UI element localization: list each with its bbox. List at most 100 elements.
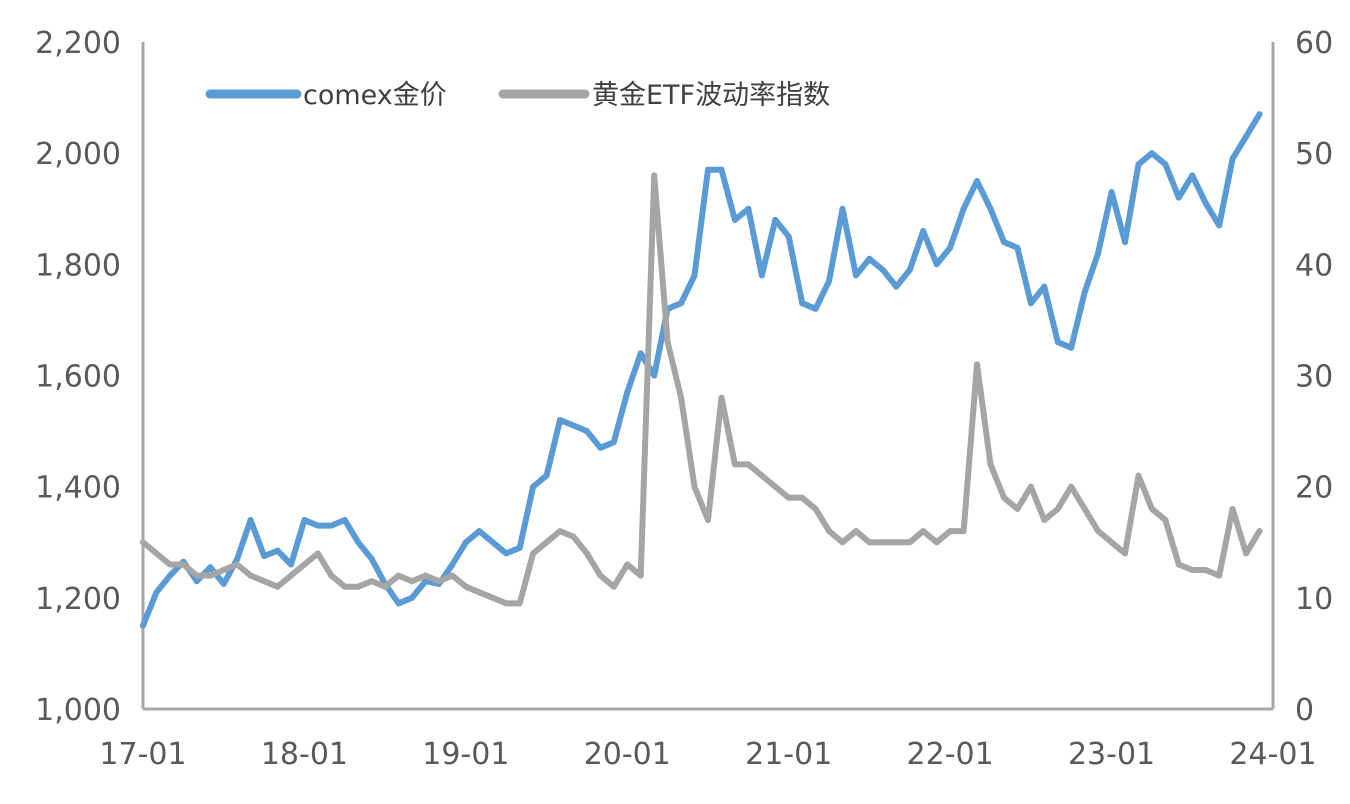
data-point-comex-gold <box>799 300 806 307</box>
left-axis-ticks: 1,000 1,200 1,400 1,600 1,800 2,000 2,200 <box>35 26 121 728</box>
data-point-etf-volatility <box>826 528 833 535</box>
data-point-comex-gold <box>355 539 362 546</box>
data-point-etf-volatility <box>1068 483 1075 490</box>
data-point-etf-volatility <box>1229 505 1236 512</box>
data-point-etf-volatility <box>974 361 980 368</box>
data-point-etf-volatility <box>1256 528 1263 535</box>
left-tick-label: 1,400 <box>35 471 121 506</box>
data-point-etf-volatility <box>893 539 900 546</box>
data-point-etf-volatility <box>691 483 698 490</box>
data-point-etf-volatility <box>220 567 227 573</box>
data-point-comex-gold <box>866 255 873 262</box>
right-tick-label: 20 <box>1295 471 1333 506</box>
data-point-comex-gold <box>462 539 469 546</box>
data-point-comex-gold <box>476 528 483 535</box>
data-point-etf-volatility <box>1189 567 1196 573</box>
x-tick-label: 17-01 <box>99 737 186 772</box>
data-point-etf-volatility <box>651 172 658 179</box>
x-tick-label: 23-01 <box>1068 737 1155 772</box>
data-point-comex-gold <box>288 561 294 568</box>
data-point-etf-volatility <box>987 461 994 468</box>
data-point-etf-volatility <box>597 572 604 579</box>
data-point-comex-gold <box>624 389 631 396</box>
data-point-etf-volatility <box>1122 550 1128 557</box>
data-point-etf-volatility <box>449 572 456 579</box>
data-point-etf-volatility <box>153 550 160 557</box>
left-tick-label: 2,200 <box>35 26 121 61</box>
legend: comex金价 黄金ETF波动率指数 <box>205 80 830 111</box>
data-point-etf-volatility <box>906 539 913 546</box>
data-point-comex-gold <box>1202 200 1209 207</box>
data-point-comex-gold <box>651 372 658 379</box>
data-point-comex-gold <box>691 272 698 279</box>
data-point-etf-volatility <box>812 505 819 512</box>
data-point-comex-gold <box>933 261 940 268</box>
data-point-comex-gold <box>960 205 967 212</box>
data-point-comex-gold <box>368 555 375 562</box>
data-point-etf-volatility <box>436 578 442 585</box>
data-point-comex-gold <box>826 278 833 284</box>
data-point-comex-gold <box>718 166 725 173</box>
data-point-etf-volatility <box>543 539 550 546</box>
data-point-etf-volatility <box>516 600 523 607</box>
data-point-etf-volatility <box>1162 517 1169 523</box>
data-point-etf-volatility <box>422 572 429 579</box>
data-point-etf-volatility <box>839 539 846 546</box>
data-point-comex-gold <box>1256 111 1263 118</box>
data-point-etf-volatility <box>1027 483 1034 490</box>
data-point-comex-gold <box>772 216 779 223</box>
left-tick-label: 1,600 <box>35 360 121 395</box>
data-point-comex-gold <box>395 600 402 607</box>
data-point-etf-volatility <box>785 494 792 501</box>
data-point-comex-gold <box>1189 172 1196 179</box>
data-point-comex-gold <box>1216 222 1223 229</box>
data-point-etf-volatility <box>1001 494 1007 501</box>
data-point-etf-volatility <box>1108 539 1115 546</box>
data-point-comex-gold <box>731 216 738 223</box>
data-point-comex-gold <box>449 561 456 568</box>
data-point-comex-gold <box>1148 150 1155 157</box>
legend-label-etf-vol: 黄金ETF波动率指数 <box>592 80 830 111</box>
data-point-etf-volatility <box>1148 505 1155 512</box>
data-point-etf-volatility <box>718 394 725 401</box>
data-point-etf-volatility <box>583 550 590 557</box>
data-point-comex-gold <box>1041 283 1048 290</box>
data-point-etf-volatility <box>678 394 685 401</box>
data-point-comex-gold <box>422 578 429 585</box>
x-tick-label: 21-01 <box>745 737 832 772</box>
plot-frame <box>141 42 1275 711</box>
data-point-comex-gold <box>947 244 954 251</box>
data-point-comex-gold <box>583 428 590 435</box>
right-tick-label: 40 <box>1295 248 1333 283</box>
right-axis-ticks: 0 10 20 30 40 50 60 <box>1295 26 1333 728</box>
data-point-etf-volatility <box>1095 528 1102 535</box>
data-point-etf-volatility <box>947 528 954 535</box>
data-point-comex-gold <box>140 622 146 629</box>
data-point-comex-gold <box>489 539 496 546</box>
data-point-comex-gold <box>987 205 994 212</box>
data-point-etf-volatility <box>1135 472 1142 479</box>
data-point-etf-volatility <box>261 578 268 585</box>
data-point-comex-gold <box>1122 239 1128 246</box>
data-point-comex-gold <box>409 594 415 601</box>
data-point-comex-gold <box>1068 344 1075 351</box>
data-point-etf-volatility <box>193 572 200 579</box>
data-point-etf-volatility <box>140 539 146 546</box>
data-point-comex-gold <box>758 272 765 279</box>
data-point-comex-gold <box>1229 155 1236 162</box>
data-point-etf-volatility <box>1054 505 1061 512</box>
data-point-comex-gold <box>879 266 886 273</box>
x-tick-label: 24-01 <box>1229 737 1316 772</box>
data-point-comex-gold <box>745 205 752 212</box>
data-point-etf-volatility <box>745 461 752 468</box>
data-point-etf-volatility <box>180 561 187 568</box>
data-point-comex-gold <box>853 272 859 279</box>
right-tick-label: 0 <box>1295 693 1314 728</box>
data-point-comex-gold <box>328 522 335 529</box>
data-point-comex-gold <box>557 417 563 423</box>
data-point-etf-volatility <box>624 561 631 568</box>
data-point-comex-gold <box>974 178 980 184</box>
data-point-etf-volatility <box>1243 550 1250 557</box>
x-tick-label: 20-01 <box>584 737 671 772</box>
x-tick-label: 22-01 <box>907 737 994 772</box>
